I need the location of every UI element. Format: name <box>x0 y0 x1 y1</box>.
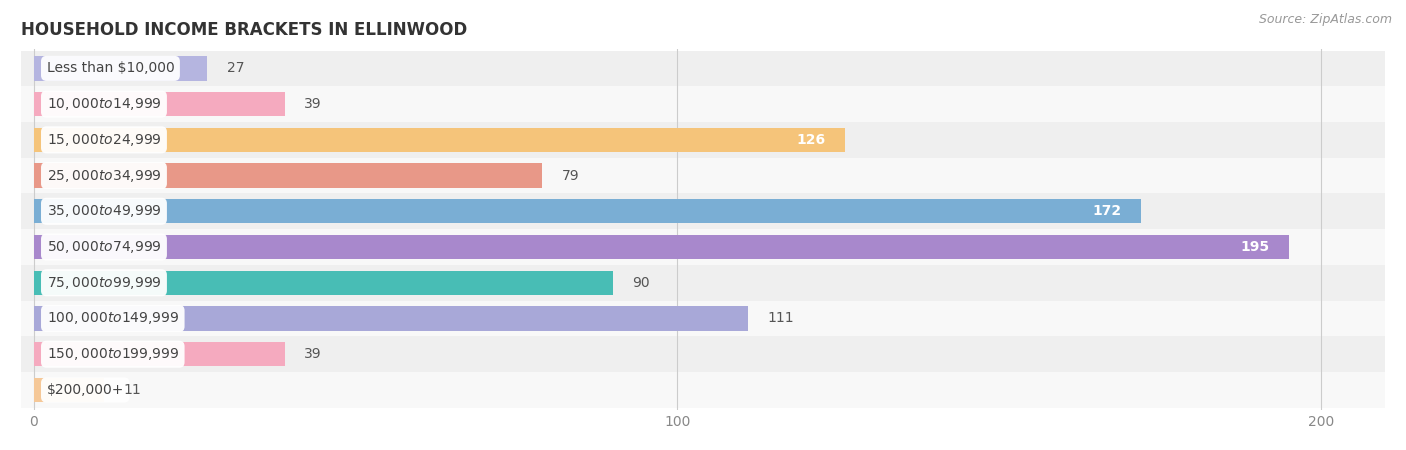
Text: 90: 90 <box>633 276 650 290</box>
Text: HOUSEHOLD INCOME BRACKETS IN ELLINWOOD: HOUSEHOLD INCOME BRACKETS IN ELLINWOOD <box>21 21 467 39</box>
Text: 172: 172 <box>1092 204 1122 218</box>
Text: Source: ZipAtlas.com: Source: ZipAtlas.com <box>1258 14 1392 27</box>
Text: $75,000 to $99,999: $75,000 to $99,999 <box>46 275 162 291</box>
Text: 195: 195 <box>1240 240 1270 254</box>
Bar <box>34 270 613 295</box>
Text: $35,000 to $49,999: $35,000 to $49,999 <box>46 203 162 219</box>
Bar <box>21 229 1385 265</box>
Text: 39: 39 <box>304 97 322 111</box>
Text: Less than $10,000: Less than $10,000 <box>46 61 174 75</box>
Text: $50,000 to $74,999: $50,000 to $74,999 <box>46 239 162 255</box>
Bar <box>34 92 284 116</box>
Text: $200,000+: $200,000+ <box>46 383 124 397</box>
Bar <box>34 163 543 188</box>
Bar <box>21 194 1385 229</box>
Text: 111: 111 <box>768 311 794 325</box>
Text: $15,000 to $24,999: $15,000 to $24,999 <box>46 132 162 148</box>
Bar <box>21 301 1385 336</box>
Text: 11: 11 <box>124 383 142 397</box>
Text: $150,000 to $199,999: $150,000 to $199,999 <box>46 346 179 362</box>
Text: $100,000 to $149,999: $100,000 to $149,999 <box>46 310 179 327</box>
Bar <box>21 50 1385 86</box>
Bar <box>21 86 1385 122</box>
Text: 39: 39 <box>304 347 322 361</box>
Bar <box>34 128 845 152</box>
Bar <box>21 336 1385 372</box>
Bar <box>34 235 1289 259</box>
Bar <box>21 122 1385 158</box>
Text: $10,000 to $14,999: $10,000 to $14,999 <box>46 96 162 112</box>
Bar <box>34 342 284 366</box>
Text: 126: 126 <box>796 133 825 147</box>
Bar <box>34 199 1140 224</box>
Text: 27: 27 <box>226 61 245 75</box>
Text: 79: 79 <box>561 169 579 183</box>
Bar <box>34 56 208 81</box>
Text: $25,000 to $34,999: $25,000 to $34,999 <box>46 167 162 184</box>
Bar <box>21 265 1385 301</box>
Bar <box>21 372 1385 408</box>
Bar <box>34 306 748 331</box>
Bar <box>34 378 104 402</box>
Bar <box>21 158 1385 194</box>
